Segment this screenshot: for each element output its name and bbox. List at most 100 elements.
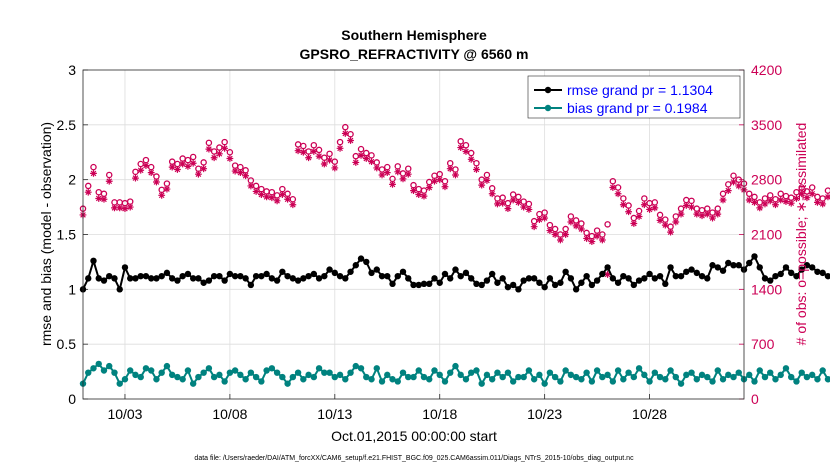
assimilated-point [362,155,370,162]
bias-point [604,371,611,379]
assimilated-point [383,169,391,177]
assimilated-point [116,204,124,212]
legend-rmse-label: rmse grand pr = 1.1304 [567,82,713,98]
possible-point [226,148,234,156]
rmse-point [294,277,302,284]
assimilated-point [682,202,690,209]
bias-point [247,369,255,376]
possible-point [315,146,323,154]
assimilated-point [635,213,643,220]
bias-point [321,369,328,376]
bias-point [488,376,496,383]
assimilated-point [703,210,711,218]
rmse-point [630,281,638,289]
possible-point [719,190,727,198]
assimilated-point [651,204,659,212]
assimilated-point [221,144,229,152]
assimilated-point [473,166,480,173]
bias-point [399,369,407,376]
bias-point [614,367,622,374]
assimilated-point [452,171,459,179]
bias-point [725,371,732,379]
possible-point [336,138,344,146]
bias-point [809,371,816,379]
bias-point [116,380,123,387]
possible-point [347,130,354,138]
y2-axis-label: # of obs: o=possible; ∗=assimilated [793,123,809,346]
rmse-point [651,275,659,282]
rmse-point [216,272,223,280]
rmse-point [415,281,422,289]
rmse-point [562,268,569,275]
possible-point [184,156,192,164]
bias-point [546,369,554,376]
bias-point [226,369,234,376]
possible-point [808,184,816,191]
rmse-point [725,259,732,267]
rmse-point [468,275,475,282]
rmse-point [777,270,784,278]
bias-point [777,371,784,379]
bias-point [525,367,533,374]
bias-point [767,369,774,376]
assimilated-point [808,190,816,198]
possible-point [746,190,753,198]
rmse-point [148,275,155,282]
bias-point [620,376,627,383]
bias-point [132,371,139,379]
y2-tick-label: 0 [751,391,759,407]
bias-point [237,371,244,379]
rmse-point [142,272,150,280]
rmse-point [494,279,501,286]
bias-point [179,376,186,383]
assimilated-point [357,151,365,159]
rmse-point [436,279,443,286]
bias-point [300,376,307,383]
rmse-point [751,253,758,260]
bias-point [719,376,727,383]
series-rmse [79,253,830,293]
bias-point [646,378,653,385]
rmse-point [672,272,679,280]
rmse-point [132,275,139,282]
assimilated-point [667,228,674,236]
rmse-point [384,272,391,280]
assimilated-point [446,165,454,173]
possible-point [751,193,758,201]
possible-point [457,138,464,145]
y-tick-label: 0.5 [57,336,77,352]
possible-point [221,138,228,146]
assimilated-point [299,148,307,156]
bias-point [824,376,830,383]
footer-file-path: data file: /Users/raeder/DAI/ATM_forcXX/… [194,455,634,462]
assimilated-point [158,191,166,199]
bias-point [756,367,763,374]
chart-subtitle: GPSRO_REFRACTIVITY @ 6560 m [300,46,529,62]
bias-point [405,373,412,381]
assimilated-point [336,144,344,152]
assimilated-point [153,178,160,186]
rmse-point [509,281,517,289]
assimilated-point [556,236,564,244]
rmse-point [646,270,653,278]
bias-point [389,376,396,383]
bias-point [294,369,302,376]
rmse-point [426,280,433,288]
bias-point [85,369,92,376]
rmse-point [268,275,276,282]
assimilated-point [415,191,423,198]
possible-point [368,152,375,159]
bias-point [384,371,391,379]
assimilated-point [598,236,606,244]
possible-point [85,182,92,190]
assimilated-point [210,154,218,162]
possible-point [462,141,470,149]
rmse-point [635,277,643,284]
x-tick-label: 10/13 [317,406,352,422]
rmse-point [174,277,181,284]
assimilated-point [709,214,716,222]
assimilated-point [373,164,381,172]
assimilated-point [803,194,811,202]
x-tick-label: 10/18 [422,406,457,422]
assimilated-point [567,218,575,226]
